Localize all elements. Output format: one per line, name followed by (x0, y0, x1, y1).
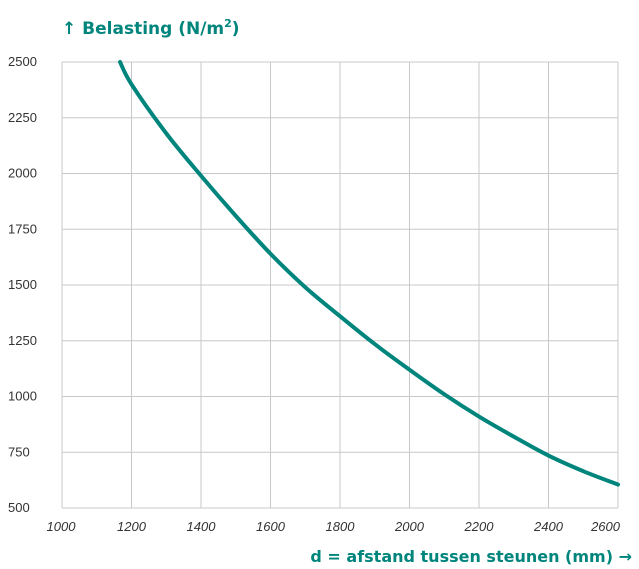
y-tick-label: 750 (8, 444, 30, 459)
x-tick-label: 1800 (326, 519, 356, 534)
x-tick-labels: 1000 1200 1400 1600 1800 2000 2200 2400 2600 (47, 519, 621, 534)
x-tick-label: 2000 (394, 519, 425, 534)
y-tick-label: 500 (8, 500, 30, 515)
y-axis-label-main: ↑ Belasting (N/m (62, 19, 224, 39)
x-tick-label: 1000 (47, 519, 77, 534)
y-tick-label: 1250 (8, 333, 37, 348)
grid (61, 61, 619, 509)
y-tick-label: 2000 (8, 166, 37, 181)
y-tick-label: 1750 (8, 221, 37, 236)
y-tick-label: 2250 (8, 110, 37, 125)
y-tick-label: 1000 (8, 389, 37, 404)
y-axis-label-end: ) (232, 19, 240, 39)
y-axis-label: ↑ Belasting (N/m2) (62, 17, 240, 39)
x-tick-label: 1200 (117, 519, 147, 534)
x-tick-label: 2600 (590, 519, 621, 534)
y-axis-label-sup: 2 (224, 17, 232, 30)
x-axis-label: d = afstand tussen steunen (mm) → (310, 547, 632, 566)
x-tick-label: 2200 (464, 519, 495, 534)
y-tick-label: 2500 (8, 54, 37, 69)
y-tick-label: 1500 (8, 277, 37, 292)
x-tick-label: 1600 (256, 519, 286, 534)
y-tick-labels: 2500 2250 2000 1750 1500 1250 1000 750 500 (8, 54, 37, 515)
series-line (118, 60, 620, 487)
x-tick-label: 1400 (187, 519, 217, 534)
x-tick-label: 2400 (533, 519, 564, 534)
